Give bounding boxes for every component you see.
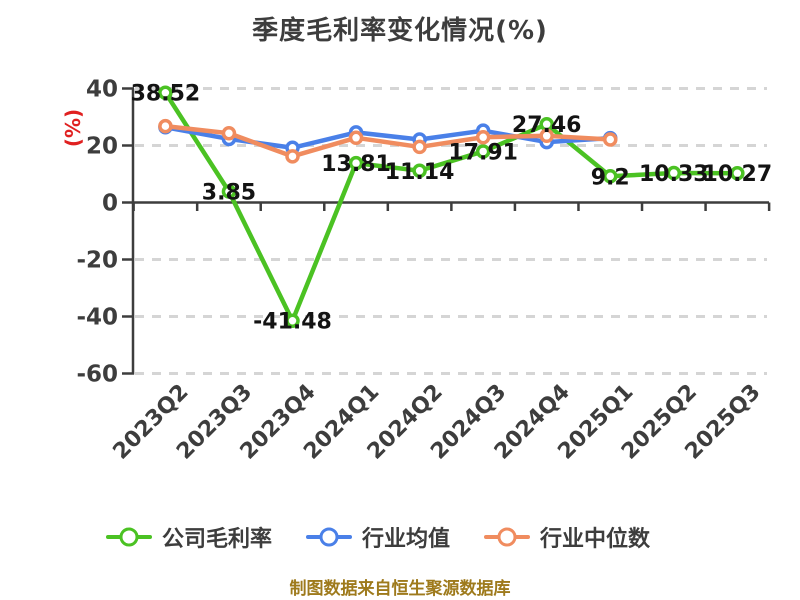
company-gross-margin-legend-marker-icon: [105, 526, 152, 548]
data-label: 10.27: [703, 162, 773, 187]
industry-median-legend-marker-icon: [484, 526, 530, 548]
y-tick-label: -40: [76, 305, 118, 331]
company-gross-margin-point[interactable]: [158, 85, 173, 100]
plot-area: 40200-20-40-602023Q22023Q32023Q42024Q120…: [76, 77, 773, 465]
data-label: 3.85: [202, 181, 256, 206]
data-label: 11.14: [385, 160, 455, 185]
data-label: 17.91: [448, 140, 518, 165]
y-tick-label: -60: [76, 362, 118, 388]
y-tick-label: -20: [76, 248, 118, 274]
legend-label: 行业均值: [361, 527, 450, 552]
company-gross-margin-point[interactable]: [348, 155, 364, 171]
company-gross-margin-point[interactable]: [666, 165, 682, 181]
legend-label: 行业中位数: [540, 527, 651, 552]
data-label: 9.2: [591, 165, 630, 190]
industry-median-point[interactable]: [603, 132, 618, 147]
data-label: 10.33: [639, 162, 709, 187]
legend-circle-icon: [497, 527, 517, 547]
legend-label: 公司毛利率: [161, 527, 272, 552]
industry-median-point[interactable]: [348, 130, 364, 146]
company-gross-margin-point[interactable]: [603, 169, 618, 184]
data-source-note: 制图数据来自恒生聚源数据库: [289, 579, 511, 599]
industry-median-point[interactable]: [475, 129, 491, 145]
chart-legend: 公司毛利率 行业均值 行业中位数: [0, 515, 778, 559]
company-gross-margin-point[interactable]: [412, 163, 427, 179]
industry-median-line: [163, 123, 613, 159]
company-gross-margin-point[interactable]: [475, 144, 491, 159]
data-label: 38.52: [131, 82, 201, 107]
company-gross-margin-point[interactable]: [221, 184, 237, 199]
y-tick-label: 0: [102, 191, 118, 217]
industry-median-point[interactable]: [539, 128, 554, 144]
legend-circle-icon: [119, 527, 139, 547]
industry-median-point[interactable]: [285, 149, 300, 164]
data-label: 13.81: [321, 152, 391, 177]
industry-median-point[interactable]: [221, 125, 237, 141]
industry-mean-line: [163, 125, 613, 151]
legend-item-company-gross-margin[interactable]: 公司毛利率: [105, 521, 272, 553]
legend-item-industry-median[interactable]: 行业中位数: [484, 521, 650, 553]
company-gross-margin-point[interactable]: [285, 313, 300, 328]
industry-mean-legend-marker-icon: [305, 526, 352, 548]
industry-median-point[interactable]: [158, 118, 173, 134]
legend-circle-icon: [319, 527, 339, 547]
chart-title: 季度毛利率变化情况(%): [252, 16, 548, 46]
industry-median-point[interactable]: [412, 139, 427, 155]
legend-item-industry-mean[interactable]: 行业均值: [305, 521, 450, 553]
company-gross-margin-point[interactable]: [730, 165, 745, 181]
y-tick-label: 20: [86, 134, 118, 160]
data-label: 27.46: [512, 113, 582, 138]
data-label: -41.48: [253, 310, 332, 335]
y-axis-unit-label: (%): [61, 108, 85, 148]
company-gross-margin-line: [163, 90, 740, 323]
y-tick-label: 40: [86, 77, 118, 103]
